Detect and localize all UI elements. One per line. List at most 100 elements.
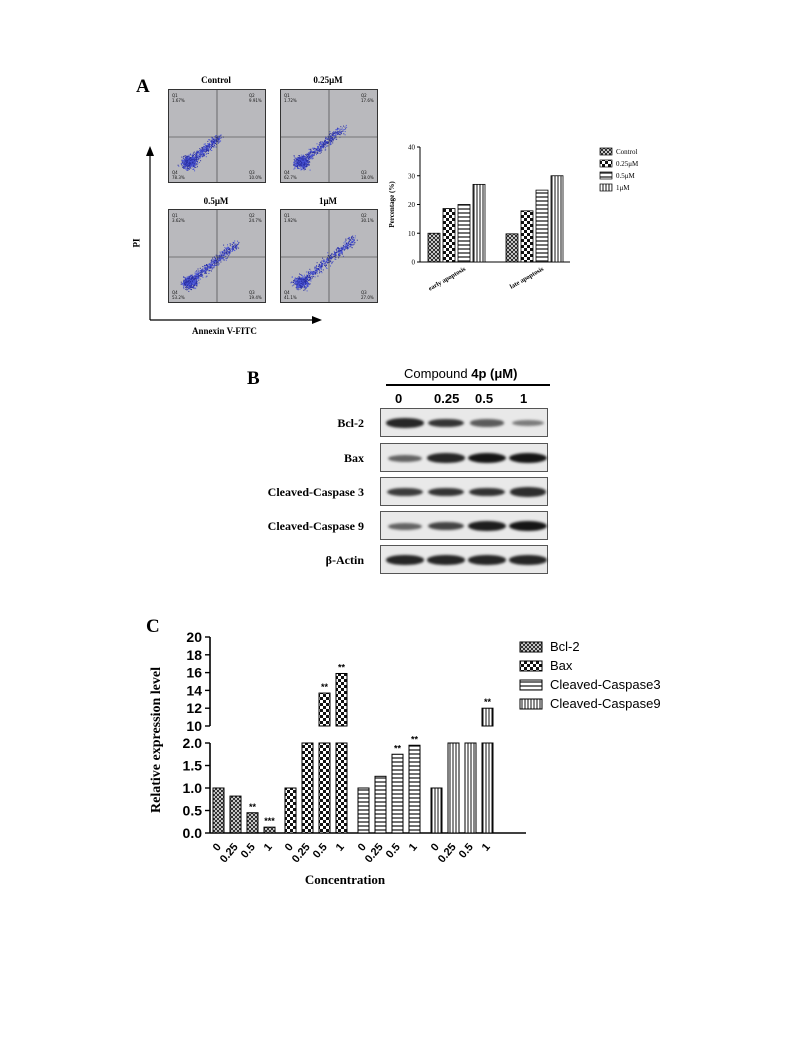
legend-entry: Bax	[550, 658, 573, 673]
quadrant-value: 41.1%	[284, 295, 297, 300]
y-tick-label: 1.5	[183, 758, 203, 774]
quadrant-value: 27.0%	[361, 295, 374, 300]
quadrant-label: Q1	[172, 93, 178, 98]
quadrant-label: Q4	[284, 170, 290, 175]
blot-strip	[380, 408, 548, 437]
quadrant-value: 62.7%	[284, 175, 297, 180]
significance-label: **	[321, 682, 329, 692]
blot-band	[509, 487, 547, 497]
panel-c-letter: C	[146, 616, 160, 637]
significance-label: **	[411, 734, 419, 744]
quadrant-label: Q1	[284, 213, 290, 218]
x-axis-label: Concentration	[305, 872, 386, 887]
x-tick-label: 1	[480, 841, 493, 853]
bar-lower-part	[447, 742, 460, 834]
bar-upper-part	[481, 707, 494, 727]
flow-x-label: Annexin V-FITC	[192, 326, 257, 336]
quadrant-value: 53.2%	[172, 295, 185, 300]
blot-band	[387, 487, 423, 497]
blot-band	[386, 555, 424, 565]
quadrant-label: Q4	[284, 290, 290, 295]
compound-underline	[386, 384, 550, 386]
x-tick-label: 1	[407, 841, 420, 853]
quadrant-value: 3.62%	[172, 218, 185, 223]
flow-cytometry-grid: PI Annexin V-FITC	[132, 70, 380, 350]
bar	[427, 232, 441, 263]
legend-entry: 0.5μM	[616, 172, 636, 180]
bar	[263, 826, 276, 834]
x-tick-label: 0.25	[436, 841, 459, 865]
blot-band	[427, 487, 465, 497]
y-tick-label: 16	[186, 665, 202, 681]
x-tick-label: 0.5	[239, 841, 258, 860]
quadrant-value: 1.67%	[172, 98, 185, 103]
bar	[212, 787, 225, 834]
blot-label: Bcl-2	[337, 416, 364, 430]
x-tick-label: 1	[262, 841, 275, 853]
x-tick-label: 0.5	[311, 841, 330, 860]
flow-scatter	[169, 90, 265, 182]
y-tick-label: 0	[412, 259, 416, 267]
compound-prefix: Compound	[404, 366, 472, 381]
blot-strip	[380, 545, 548, 574]
panel-b-letter: B	[247, 368, 260, 389]
blot-band	[469, 419, 505, 427]
flow-scatter	[281, 90, 377, 182]
y-tick-label: 20	[186, 629, 202, 645]
flow-y-label: PI	[131, 238, 142, 248]
y-tick-label: 12	[186, 700, 202, 716]
blot-band	[386, 418, 424, 428]
y-axis-label: Percentage (%)	[388, 181, 396, 228]
y-tick-label: 14	[186, 682, 202, 698]
blot-band	[427, 555, 465, 565]
bar	[442, 208, 456, 263]
bar	[472, 183, 486, 263]
blot-label: Cleaved-Caspase 9	[267, 519, 364, 533]
legend-entry: 0.25μM	[616, 160, 639, 168]
legend-swatch	[599, 159, 613, 168]
blot-strip	[380, 511, 548, 540]
quadrant-value: 19.4%	[249, 295, 262, 300]
bar	[520, 210, 534, 263]
lane-label: 1	[520, 391, 528, 406]
legend-swatch	[519, 660, 543, 672]
y-tick-label: 10	[408, 230, 416, 238]
flow-plot: Q1 3.62% Q2 24.7% Q4 53.2% Q3 19.4%	[168, 209, 266, 303]
x-tick-label: 1	[334, 841, 347, 853]
apoptosis-bar-chart: 0 10 20 30 40 Percentage (%) early apoptosis la…	[388, 144, 639, 293]
blot-label: β-Actin	[325, 553, 364, 567]
quadrant-value: 10.0%	[249, 175, 262, 180]
flow-plot: Q1 1.67% Q2 9.91% Q4 78.3% Q3 10.0%	[168, 89, 266, 183]
blot-band	[509, 555, 547, 565]
quadrant-value: 18.0%	[361, 175, 374, 180]
quadrant-value: 24.7%	[249, 218, 262, 223]
flow-plot-title: 0.25μM	[313, 75, 343, 85]
bar	[374, 775, 387, 834]
flow-plot-title: Control	[201, 75, 231, 85]
bar-lower-part	[464, 742, 477, 834]
bar	[408, 744, 421, 834]
bar-lower-part	[481, 742, 494, 834]
blot-band	[388, 454, 422, 462]
quadrant-label: Q3	[249, 170, 255, 175]
panel-a-letter: A	[136, 76, 150, 97]
quadrant-label: Q3	[361, 290, 367, 295]
quadrant-value: 9.91%	[249, 98, 262, 103]
significance-label: ***	[264, 816, 275, 826]
legend-entry: Control	[616, 148, 637, 156]
legend-swatch	[519, 698, 543, 710]
y-tick-label: 1.0	[183, 780, 203, 796]
bar-lower-part	[318, 742, 331, 834]
legend-swatch	[519, 679, 543, 691]
y-tick-label: 2.0	[183, 735, 203, 751]
flow-plot-title: 0.5μM	[203, 196, 229, 206]
flow-plot-title: 1μM	[318, 196, 338, 206]
y-axis-label: Relative expression level	[149, 667, 164, 813]
flow-scatter	[169, 210, 265, 302]
x-tick-label: 0.5	[384, 841, 403, 860]
legend-swatch	[519, 641, 543, 653]
bar	[246, 812, 259, 834]
legend-swatch	[599, 171, 613, 180]
bar	[550, 175, 564, 263]
quadrant-value: 78.3%	[172, 175, 185, 180]
